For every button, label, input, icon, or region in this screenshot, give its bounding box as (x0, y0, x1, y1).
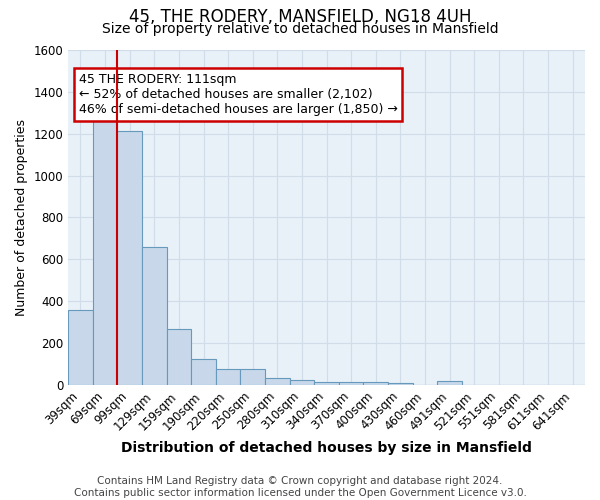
Bar (364, 382, 388, 385)
Bar (290, 380, 314, 385)
Bar (437, 381, 462, 385)
Text: 45 THE RODERY: 111sqm
← 52% of detached houses are smaller (2,102)
46% of semi-d: 45 THE RODERY: 111sqm ← 52% of detached … (79, 74, 397, 116)
Bar (118, 130, 142, 385)
Bar (191, 359, 216, 385)
Text: Size of property relative to detached houses in Mansfield: Size of property relative to detached ho… (101, 22, 499, 36)
Bar (216, 369, 241, 385)
Bar (241, 369, 265, 385)
Bar (314, 382, 339, 385)
Bar (142, 247, 167, 385)
Text: Contains HM Land Registry data © Crown copyright and database right 2024.
Contai: Contains HM Land Registry data © Crown c… (74, 476, 526, 498)
Y-axis label: Number of detached properties: Number of detached properties (15, 119, 28, 316)
Bar (265, 378, 290, 385)
Text: 45, THE RODERY, MANSFIELD, NG18 4UH: 45, THE RODERY, MANSFIELD, NG18 4UH (129, 8, 471, 26)
Bar (339, 382, 364, 385)
Bar (388, 382, 413, 385)
Bar (167, 330, 191, 385)
X-axis label: Distribution of detached houses by size in Mansfield: Distribution of detached houses by size … (121, 441, 532, 455)
Bar (93, 121, 118, 385)
Bar (68, 310, 93, 385)
